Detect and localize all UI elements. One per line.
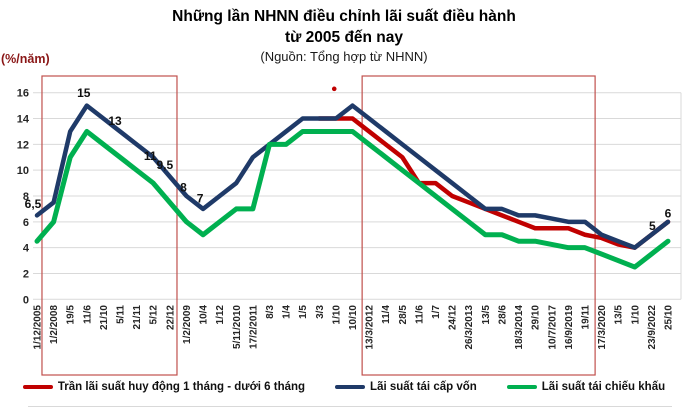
legend-swatch-green-icon — [506, 385, 537, 389]
data-label: 6,5 — [25, 197, 42, 211]
x-tick-label: 19/5 — [66, 305, 77, 325]
data-label: 13 — [108, 114, 122, 128]
chart-source: (Nguồn: Tổng hợp từ NHNN) — [260, 49, 428, 64]
legend: Trần lãi suất huy động 1 tháng - dưới 6 … — [22, 381, 666, 393]
x-tick-label: 10/10 — [348, 305, 359, 330]
x-tick-label: 1/2/2008 — [49, 305, 60, 344]
x-tick-label: 24/12 — [448, 305, 459, 330]
data-label: 15 — [77, 86, 91, 100]
x-tick-label: 1/2/2009 — [182, 305, 193, 344]
x-tick-label: 1/10 — [331, 305, 342, 325]
stray-point-marker — [331, 86, 337, 92]
x-tick-label: 3/3 — [315, 305, 326, 319]
x-tick-label: 5/11 — [116, 305, 127, 324]
x-tick-label: 13/3/2012 — [365, 305, 376, 350]
y-tick-label: 2 — [23, 268, 29, 280]
x-tick-label: 5/12 — [149, 305, 160, 325]
x-tick-label: 10/4 — [199, 305, 210, 325]
legend-item-refinancing-rate: Lãi suất tái cấp vốn — [335, 381, 477, 393]
y-tick-label: 16 — [17, 88, 29, 100]
x-tick-label: 1/4 — [282, 305, 293, 319]
x-tick-label: 22/12 — [165, 305, 176, 330]
y-tick-label: 6 — [23, 217, 29, 229]
x-tick-label: 11/6 — [414, 305, 425, 324]
data-label: 7 — [197, 191, 204, 205]
y-tick-label: 0 — [23, 294, 29, 306]
data-label: 9,5 — [156, 158, 173, 172]
data-label: 6 — [665, 206, 672, 220]
data-label: 8 — [180, 181, 187, 195]
x-tick-label: 1/5 — [298, 305, 309, 319]
x-tick-label: 19/11 — [580, 305, 591, 330]
x-tick-label: 5/11/2010 — [232, 305, 243, 349]
x-tick-label: 13/5 — [614, 305, 625, 325]
x-tick-label: 1/12 — [215, 305, 226, 325]
x-tick-label: 16/9/2019 — [564, 305, 575, 350]
x-tick-label: 13/5 — [481, 305, 492, 325]
legend-swatch-navy-icon — [335, 385, 366, 389]
x-tick-label: 11/4 — [381, 305, 392, 324]
y-tick-label: 8 — [23, 191, 29, 203]
highlight-box-1 — [41, 75, 178, 376]
x-tick-label: 1/7 — [431, 305, 442, 319]
x-tick-label: 25/10 — [664, 305, 675, 330]
highlight-box-2 — [361, 75, 596, 376]
legend-swatch-red-icon — [22, 385, 53, 389]
y-tick-label: 14 — [17, 114, 30, 126]
x-tick-label: 28/5 — [398, 305, 409, 325]
x-tick-label: 21/11 — [132, 305, 143, 330]
y-tick-label: 12 — [17, 139, 29, 151]
x-tick-label: 21/10 — [99, 305, 110, 330]
chart-title: Những lần NHNN điều chỉnh lãi suất điều … — [0, 6, 688, 48]
x-tick-label: 17/2/2011 — [248, 305, 259, 349]
x-tick-label: 1/10 — [630, 305, 641, 325]
x-tick-label: 26/3/2013 — [464, 305, 475, 350]
series-line-1 — [317, 116, 671, 250]
series-line-3 — [34, 128, 671, 270]
data-label: 11 — [144, 149, 157, 163]
y-tick-label: 10 — [17, 165, 29, 177]
chart-bottom-border — [28, 406, 672, 407]
x-tick-label: 28/6 — [497, 305, 508, 325]
data-label: 5 — [649, 219, 656, 233]
x-tick-label: 23/9/2022 — [647, 305, 658, 350]
x-tick-label: 11/6 — [82, 305, 93, 324]
chart-title-line1: Những lần NHNN điều chỉnh lãi suất điều … — [172, 8, 516, 25]
x-tick-label: 29/10 — [531, 305, 542, 330]
x-tick-label: 1/12/2005 — [33, 305, 44, 350]
x-tick-label: 18/3/2014 — [514, 305, 525, 350]
legend-item-discount-rate: Lãi suất tái chiếu khấu — [506, 381, 666, 393]
x-tick-label: 10/7/2017 — [547, 305, 558, 350]
series-line-2 — [34, 103, 671, 250]
x-tick-label: 8/3 — [265, 305, 276, 319]
legend-label: Lãi suất tái cấp vốn — [370, 381, 477, 393]
x-tick-label: 17/3/2020 — [597, 305, 608, 350]
legend-label: Lãi suất tái chiếu khấu — [541, 381, 666, 393]
legend-item-deposit-cap: Trần lãi suất huy động 1 tháng - dưới 6 … — [22, 381, 306, 393]
y-axis-unit-label: (%/năm) — [1, 52, 50, 66]
chart-title-line2: từ 2005 đến nay — [284, 29, 404, 46]
y-tick-label: 4 — [23, 243, 30, 255]
legend-label: Trần lãi suất huy động 1 tháng - dưới 6 … — [57, 381, 306, 393]
